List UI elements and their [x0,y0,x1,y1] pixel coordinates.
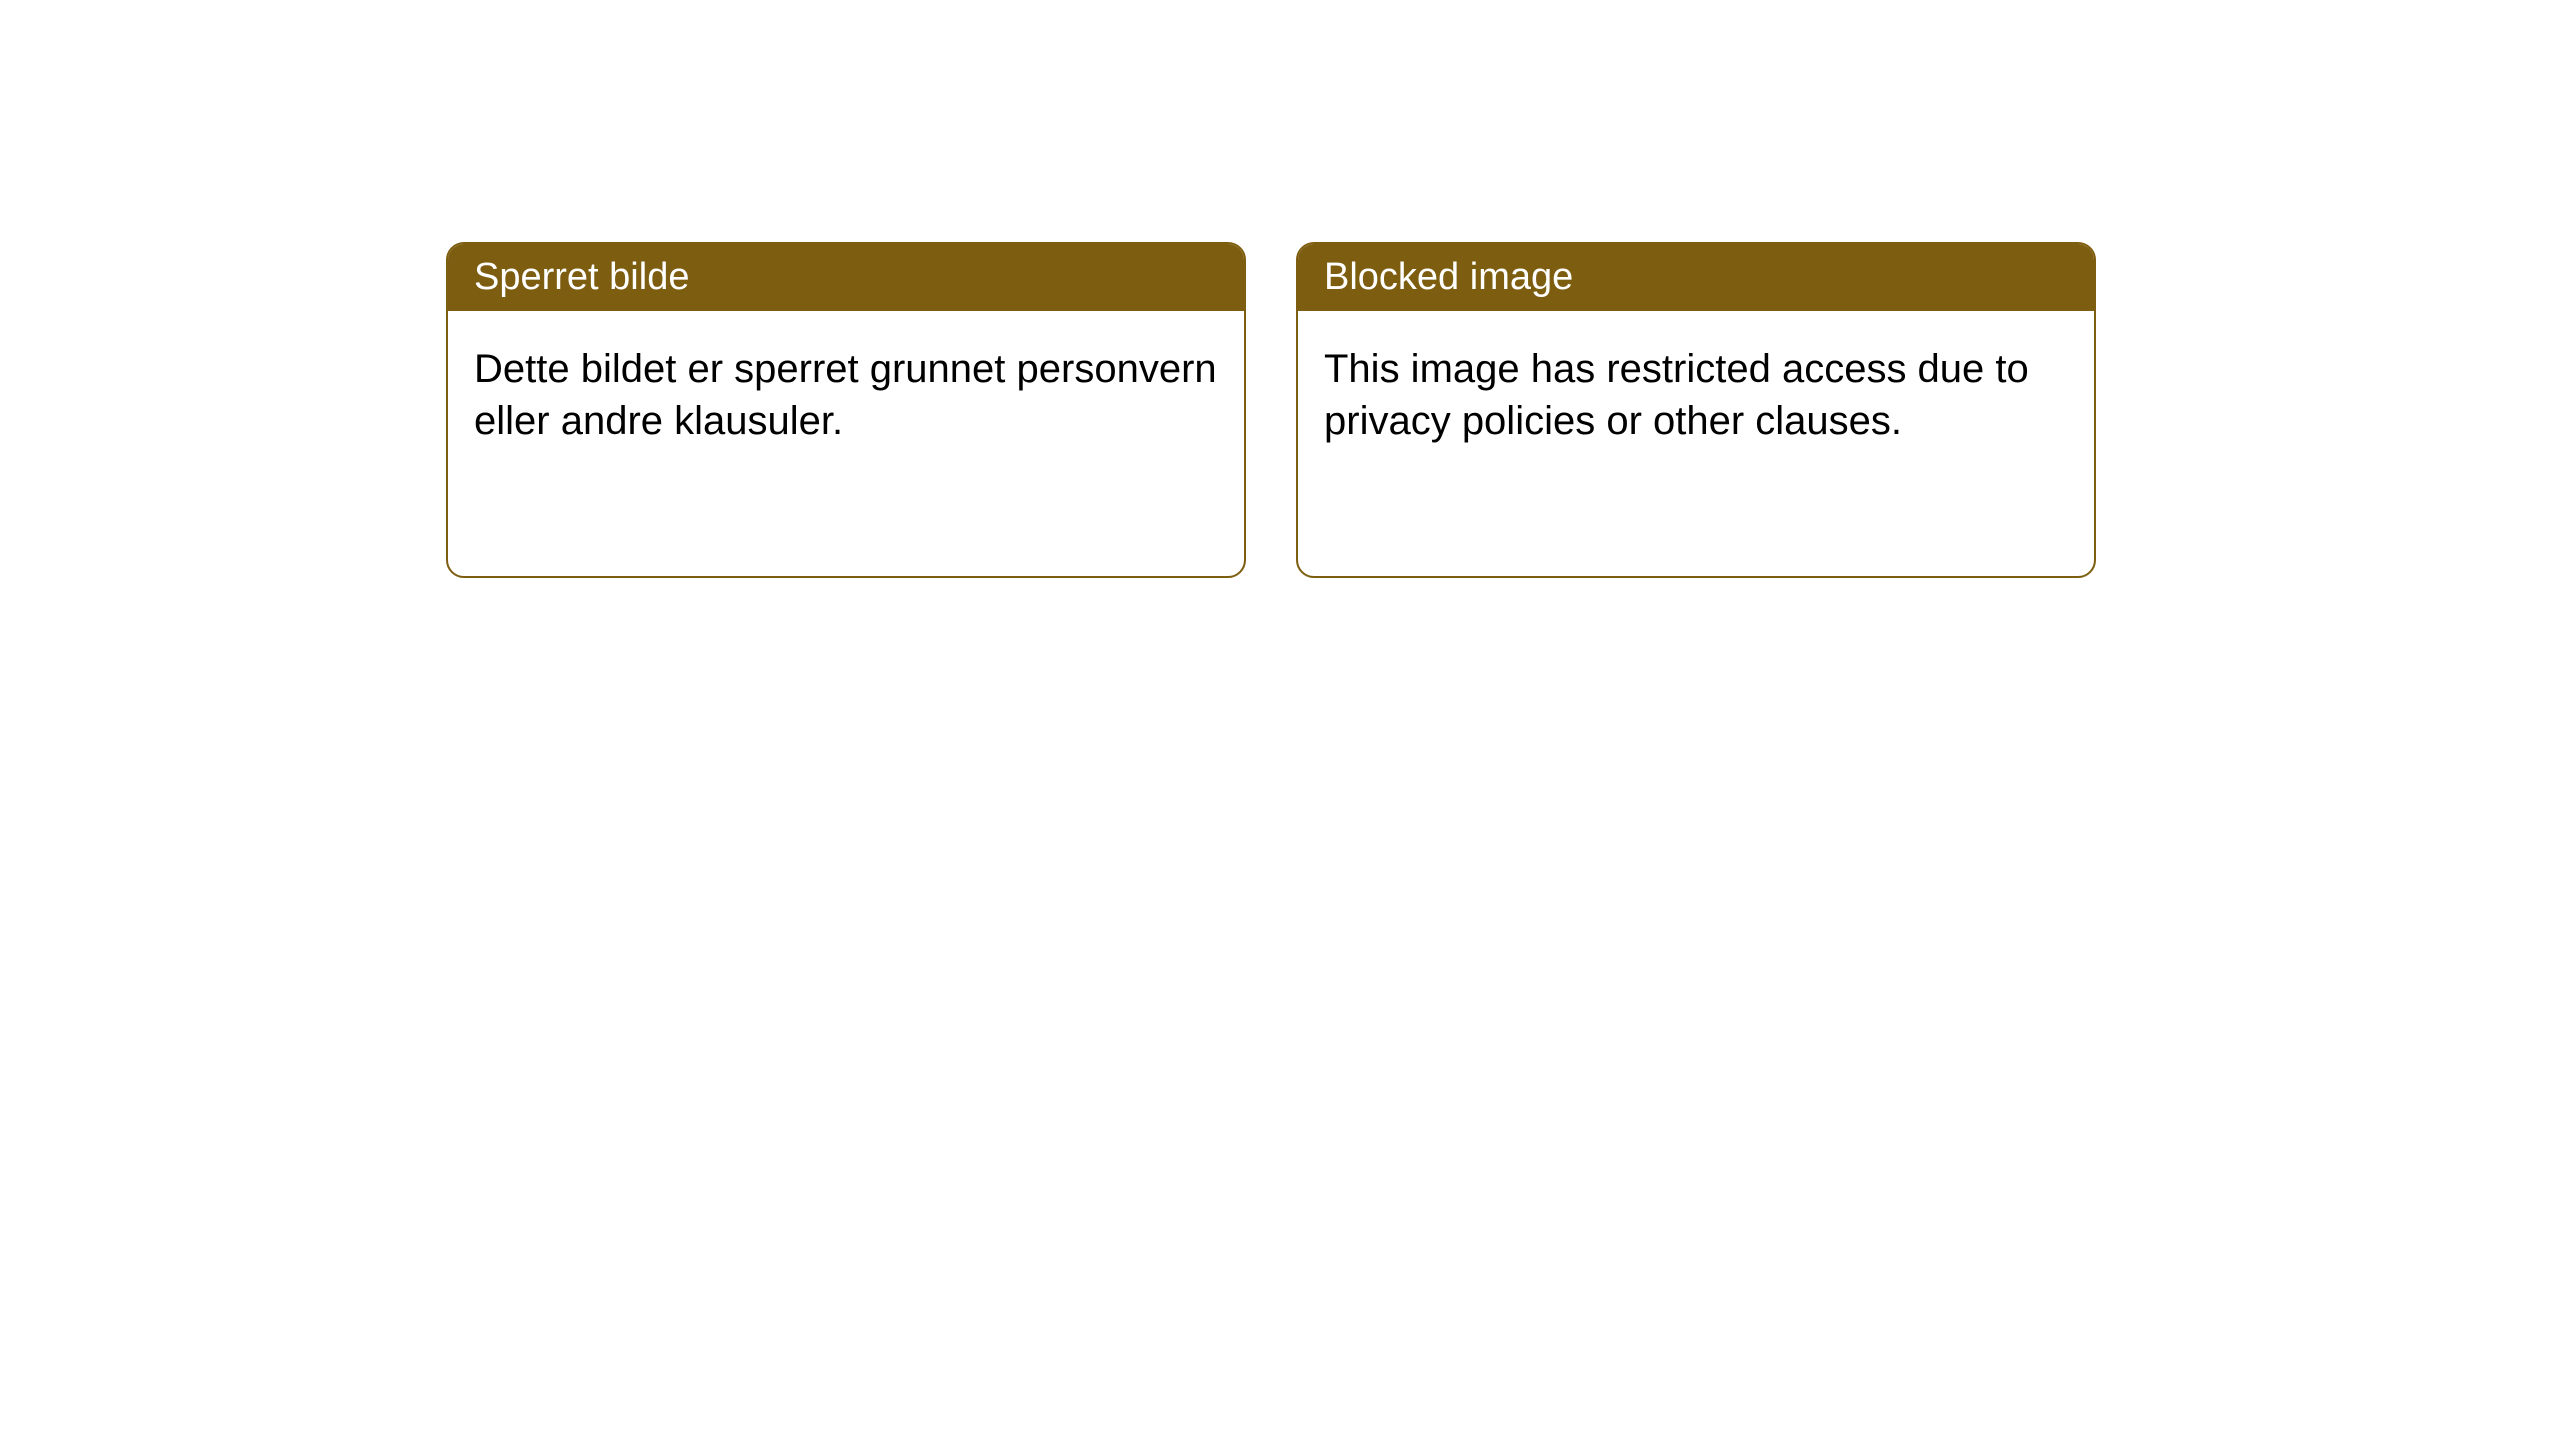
notice-header-norwegian: Sperret bilde [448,244,1244,311]
notice-header-english: Blocked image [1298,244,2094,311]
notice-card-english: Blocked image This image has restricted … [1296,242,2096,578]
notice-card-norwegian: Sperret bilde Dette bildet er sperret gr… [446,242,1246,578]
notice-body-norwegian: Dette bildet er sperret grunnet personve… [448,311,1244,479]
notice-container: Sperret bilde Dette bildet er sperret gr… [446,242,2096,578]
notice-body-english: This image has restricted access due to … [1298,311,2094,479]
